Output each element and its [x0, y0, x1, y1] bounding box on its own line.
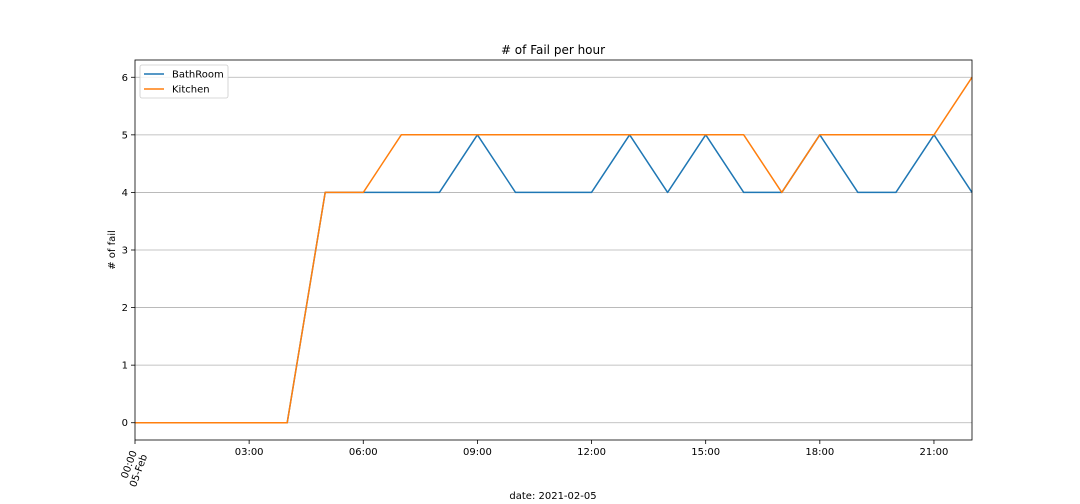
x-tick-label: 12:00: [577, 447, 606, 458]
x-tick-label: 09:00: [463, 447, 492, 458]
x-tick-label: 21:00: [920, 447, 949, 458]
legend-label: BathRoom: [172, 70, 224, 81]
series-line-bathroom: [135, 134, 973, 424]
x-axis-label: date: 2021-02-05: [509, 491, 596, 502]
y-tick-label: 3: [122, 246, 128, 257]
y-tick-label: 6: [122, 73, 128, 84]
y-tick-label: 5: [122, 130, 128, 141]
gridlines: [135, 76, 972, 424]
x-tick-label: 06:00: [349, 447, 378, 458]
chart-title: # of Fail per hour: [501, 43, 605, 57]
series-line-kitchen: [135, 76, 973, 424]
x-tick-label: 15:00: [691, 447, 720, 458]
x-tick-label: 03:00: [235, 447, 264, 458]
x-tick-label: 18:00: [805, 447, 834, 458]
y-axis-ticks: 0 1 2 3 4 5 6: [122, 73, 135, 429]
y-axis-label: # of fail: [107, 230, 118, 270]
series-lines: [135, 76, 973, 424]
legend-label: Kitchen: [172, 85, 210, 96]
y-tick-label: 0: [122, 418, 128, 429]
y-tick-label: 1: [122, 361, 128, 372]
y-tick-label: 2: [122, 303, 128, 314]
legend: BathRoom Kitchen: [139, 64, 229, 99]
y-tick-label: 4: [122, 188, 128, 199]
